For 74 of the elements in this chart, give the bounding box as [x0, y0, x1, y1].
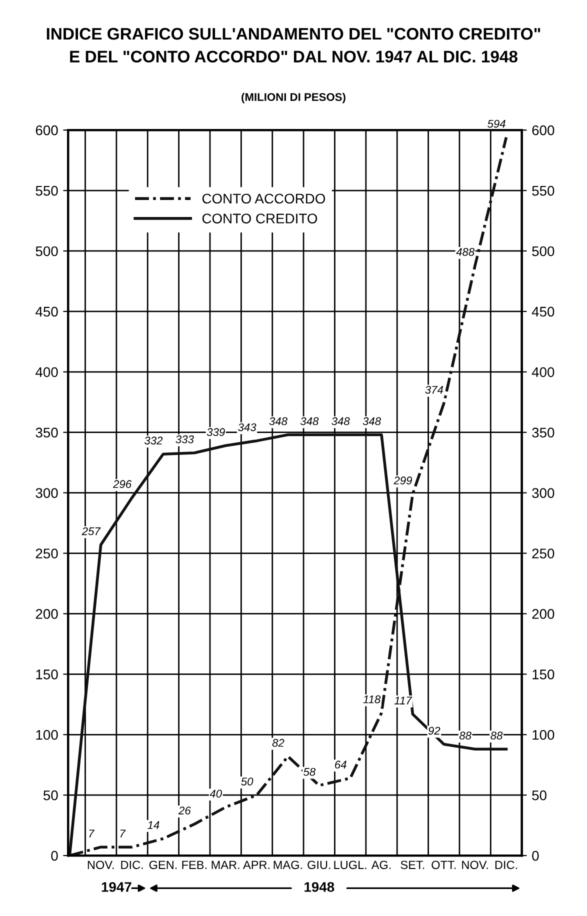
y-tick-label: 500 [36, 246, 58, 256]
data-label: 14 [148, 821, 160, 829]
data-label: 58 [303, 768, 316, 776]
y-tick-label: 600 [36, 125, 58, 136]
data-label: 40 [210, 790, 222, 798]
data-label: 348 [362, 417, 381, 426]
x-tick-label: GIU. [308, 860, 330, 870]
y-tick-label: 250 [36, 548, 58, 558]
y-tick-label: 0 [51, 850, 58, 861]
data-label: 296 [112, 480, 132, 488]
data-label: 7 [89, 830, 95, 838]
y-tick-label: 300 [36, 488, 58, 498]
y2-tick-label: 350 [532, 428, 554, 438]
data-label: 92 [428, 726, 440, 735]
legend-label: CONTO CREDITO [202, 214, 318, 224]
y-tick-label: 350 [36, 428, 58, 438]
data-label: 117 [394, 696, 412, 704]
y2-tick-label: 250 [532, 548, 554, 558]
text: 1948 [304, 882, 334, 892]
y2-tick-label: 550 [532, 186, 554, 196]
y2-tick-label: 500 [532, 246, 554, 256]
y2-tick-label: 450 [532, 306, 554, 317]
data-label: 88 [490, 732, 503, 740]
y-tick-label: 550 [36, 186, 58, 196]
data-label: 594 [488, 120, 506, 128]
data-label: 343 [238, 423, 256, 432]
data-label: 50 [241, 778, 254, 786]
data-label: 348 [332, 417, 350, 426]
x-tick-label: NOV. [462, 860, 488, 870]
text: 1947 [102, 882, 132, 892]
data-label: 488 [456, 248, 475, 256]
y2-tick-label: 50 [532, 790, 546, 800]
data-label: 348 [300, 417, 319, 426]
data-label: 332 [144, 436, 163, 445]
y-tick-label: 400 [36, 367, 58, 378]
x-tick-label: MAG. [274, 860, 302, 870]
legend-label: CONTO ACCORDO [202, 194, 326, 204]
data-label: 299 [394, 476, 412, 484]
y-tick-label: 50 [43, 790, 58, 800]
x-tick-label: APR. [243, 860, 270, 869]
y-tick-label: 450 [36, 306, 58, 317]
y-tick-label: 100 [36, 730, 58, 740]
data-label: 348 [269, 417, 288, 426]
x-tick-label: DIC. [121, 860, 143, 870]
data-label: 7 [120, 830, 126, 838]
y2-tick-label: 400 [532, 367, 554, 378]
x-tick-label: GEN. [149, 860, 177, 870]
x-tick-label: AG. [371, 860, 391, 870]
x-tick-label: MAR. [212, 860, 240, 869]
x-tick-label: OTT. [432, 860, 456, 870]
data-label: 118 [363, 695, 381, 704]
data-label: 257 [82, 527, 101, 536]
y2-tick-label: 200 [532, 609, 554, 619]
data-label: 26 [178, 806, 191, 814]
y-tick-label: 150 [36, 670, 58, 680]
x-tick-label: SET. [400, 860, 424, 870]
x-tick-label: FEB. [182, 860, 206, 869]
chart-subtitle: (MILIONI DI PESOS) [242, 92, 346, 104]
x-tick-label: NOV. [88, 860, 114, 870]
chart-title: INDICE GRAFICO SULL'ANDAMENTO DEL "CONTO CREDITO" E DEL "CONTO ACCORDO" DAL NOV. 1947 AL DIC. 1948 [46, 28, 540, 63]
data-label: 339 [206, 428, 225, 436]
data-label: 333 [176, 435, 194, 444]
x-tick-label: LUGL. [334, 860, 366, 870]
y2-tick-label: 100 [532, 730, 554, 740]
y2-tick-label: 150 [532, 670, 554, 680]
data-label: 374 [425, 386, 444, 394]
x-tick-label: DIC. [495, 860, 517, 870]
data-label: 64 [335, 760, 346, 769]
data-label: 88 [459, 732, 472, 740]
y2-tick-label: 600 [532, 125, 554, 136]
y-tick-label: 200 [36, 609, 58, 619]
y2-tick-label: 0 [532, 850, 539, 861]
data-label: 82 [272, 738, 284, 747]
y2-tick-label: 300 [532, 488, 554, 498]
